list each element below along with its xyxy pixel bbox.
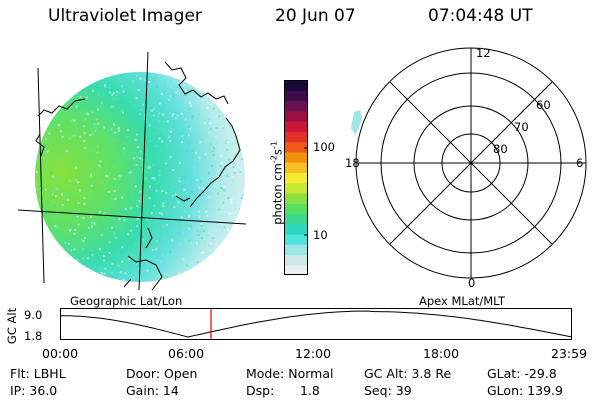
colorbar-band [284,192,308,204]
colorbar-band [284,121,308,132]
colorbar-band [284,100,308,112]
grid-line [17,209,247,225]
alt-tick-1-8: 1.8 [24,329,43,343]
colorbar-band [284,162,308,173]
apex-panel-label: Apex MLat/MLT [419,294,506,308]
intensity-colorbar [284,80,308,276]
geographic-auroral-image [17,51,247,291]
mlat-label-60: 60 [536,98,551,112]
pixel-noise [35,74,245,282]
colorbar-band [284,223,308,235]
grid-line [138,51,149,291]
colorbar-tick-100: 100 [313,140,335,154]
mlt-label-0: 0 [468,276,476,290]
colorbar-band [284,213,308,225]
colorbar-band [284,131,308,143]
colorbar-band [284,244,308,256]
status-glon: GLon: 139.9 [487,383,563,398]
mlat-label-70: 70 [514,120,529,134]
edge-aurora [351,110,362,135]
mlt-label-6: 6 [576,156,584,170]
time-tick-0600: 06:00 [168,346,205,361]
time-tick-1800: 18:00 [423,346,460,361]
colorbar-band [284,203,308,215]
colorbar-band [284,80,308,91]
geographic-panel-label: Geographic Lat/Lon [70,294,183,308]
colorbar-unit-label: photon cm-2s-1 [269,141,285,225]
colorbar-band [284,233,308,245]
alt-axis-label: GC Alt [5,307,19,345]
time-tick-1200: 12:00 [295,346,332,361]
status-glat: GLat: -29.8 [487,366,557,381]
header-date: 20 Jun 07 [275,6,356,26]
status-dsp-label: Dsp: [246,383,275,398]
colorbar-band [284,151,308,163]
colorbar-band [284,141,308,153]
mlt-label-18: 18 [345,156,360,170]
status-seq: Seq: 39 [364,383,412,398]
alt-tick-9: 9.0 [24,308,43,322]
polar-mlat-mlt-plot [351,47,587,279]
altitude-strip-chart [60,308,573,340]
status-dsp-value: 1.8 [300,383,320,398]
colorbar-band [284,182,308,194]
colorbar-band [284,110,308,122]
header-time: 07:04:48 UT [428,6,533,26]
time-tick-0000: 00:00 [42,346,79,361]
status-gain: Gain: 14 [126,383,179,398]
colorbar-band [284,90,308,102]
colorbar-band [284,172,308,184]
time-tick-2359: 23:59 [551,346,588,361]
altitude-curve [60,310,573,338]
colorbar-band [284,264,308,276]
mlt-label-12: 12 [476,46,491,60]
status-ip: IP: 36.0 [10,383,58,398]
earth-disk [35,72,245,282]
status-flight: Flt: LBHL [10,366,66,381]
status-gc-alt: GC Alt: 3.8 Re [364,366,452,381]
grid-line [37,67,45,284]
colorbar-band [284,254,308,266]
status-door: Door: Open [126,366,198,381]
status-mode: Mode: Normal [246,366,334,381]
app-title: Ultraviolet Imager [48,6,202,26]
colorbar-tick-10: 10 [313,228,328,242]
mlat-label-80: 80 [493,142,508,156]
